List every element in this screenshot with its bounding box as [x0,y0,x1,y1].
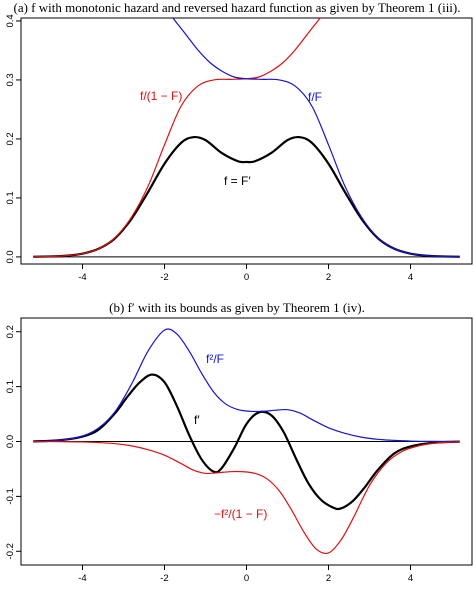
series-line [172,18,460,258]
x-tick-label: -2 [160,272,168,283]
x-tick-label: -4 [78,272,86,283]
y-tick-label: 0.1 [5,380,16,393]
x-tick-label: 2 [326,272,331,283]
annotation-hazard: f/(1 − F) [140,89,182,103]
series-line [33,135,460,258]
x-tick-label: 2 [326,573,331,584]
x-tick-label: -4 [78,573,86,584]
panel-b-x-axis: -4 -2 0 2 4 [78,565,413,584]
panel-b-series [33,328,460,555]
x-tick-label: 0 [244,272,249,283]
x-tick-label: 4 [408,272,413,283]
y-tick-label: -0.2 [5,543,16,559]
caption-b: (b) f′ with its bounds as given by Theor… [109,300,365,315]
annotation-lower-bound: −f²/(1 − F) [214,507,267,521]
y-tick-label: 0.0 [5,250,16,263]
panel-a: -4 -2 0 2 4 0.0 0.1 0.2 0.3 0.4 f/(1 − F) f/F f … [5,14,473,283]
panel-a-series [33,18,460,258]
y-tick-label: 0.0 [5,435,16,448]
series-line [33,373,460,511]
annotation-reversed-hazard: f/F [308,90,322,104]
panel-a-x-axis: -4 -2 0 2 4 [78,264,413,283]
y-tick-label: 0.1 [5,191,16,204]
x-tick-label: -2 [160,573,168,584]
y-tick-label: 0.2 [5,325,16,338]
panel-b: -4 -2 0 2 4 -0.2 -0.1 0.0 0.1 0.2 f²/F f′ −f²/(1… [5,317,473,584]
series-line [33,440,460,555]
y-tick-label: 0.3 [5,73,16,86]
annotation-density: f = F′ [224,174,251,188]
y-tick-label: -0.1 [5,488,16,504]
panel-b-y-axis: -0.2 -0.1 0.0 0.1 0.2 [5,325,21,559]
x-tick-label: 0 [244,573,249,584]
annotation-upper-bound: f²/F [206,352,224,366]
panel-a-y-axis: 0.0 0.1 0.2 0.3 0.4 [5,14,21,264]
x-tick-label: 4 [408,573,413,584]
y-tick-label: 0.2 [5,132,16,145]
caption-a: (a) f with monotonic hazard and reversed… [13,0,460,15]
series-line [33,328,460,443]
panel-a-frame [20,17,473,265]
series-line [33,18,321,258]
y-tick-label: 0.4 [5,14,16,27]
annotation-derivative: f′ [194,413,200,427]
